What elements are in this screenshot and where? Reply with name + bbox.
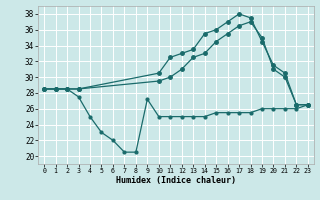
X-axis label: Humidex (Indice chaleur): Humidex (Indice chaleur): [116, 176, 236, 185]
